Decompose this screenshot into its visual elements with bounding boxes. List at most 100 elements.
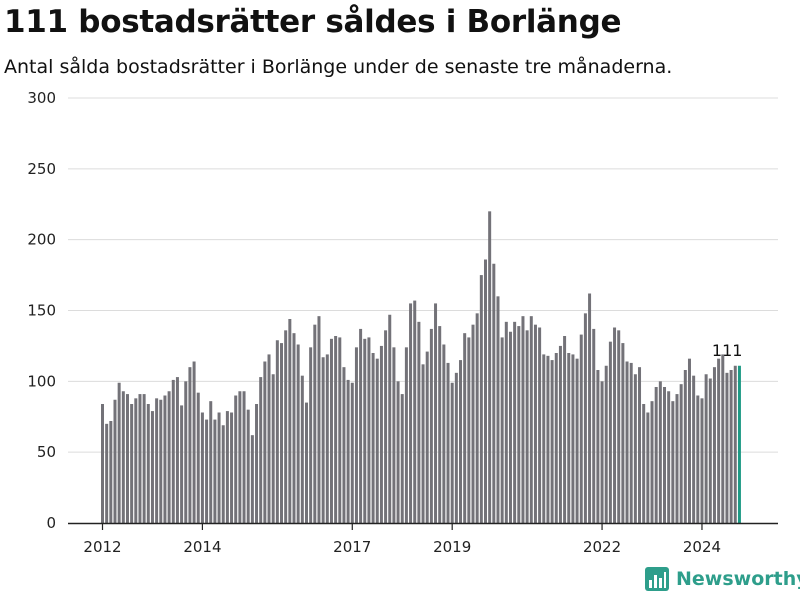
- data-labels: 111: [712, 341, 743, 360]
- bar: [225, 411, 229, 523]
- bar: [588, 293, 592, 523]
- bar: [696, 395, 700, 523]
- bar: [346, 379, 350, 523]
- bar: [442, 344, 446, 523]
- bar: [725, 372, 729, 523]
- bar: [375, 358, 379, 523]
- y-tick-label: 150: [27, 302, 56, 320]
- bar: [413, 300, 417, 523]
- y-tick-label: 100: [27, 372, 56, 390]
- x-tick-label: 2022: [583, 538, 621, 556]
- bar: [146, 404, 150, 523]
- y-tick-label: 0: [46, 514, 56, 532]
- bar: [446, 362, 450, 523]
- bar: [342, 367, 346, 523]
- bar: [471, 324, 475, 523]
- bar: [309, 347, 313, 523]
- bar: [475, 313, 479, 523]
- bar: [567, 353, 571, 523]
- bar: [479, 275, 483, 523]
- bar: [633, 374, 637, 523]
- bar: [296, 344, 300, 523]
- bar: [700, 398, 704, 523]
- bar: [184, 381, 188, 523]
- bar: [317, 316, 321, 523]
- bar: [517, 326, 521, 523]
- bar: [613, 327, 617, 523]
- bar: [596, 370, 600, 523]
- bar: [492, 263, 496, 523]
- bar: [508, 331, 512, 523]
- bar: [650, 401, 654, 523]
- bar: [213, 419, 217, 523]
- bar: [608, 341, 612, 523]
- bar: [546, 355, 550, 523]
- bar: [679, 384, 683, 523]
- bar: [467, 337, 471, 523]
- bar: [292, 333, 296, 523]
- bar: [234, 395, 238, 523]
- bar: [629, 362, 633, 523]
- bar: [421, 364, 425, 523]
- bar: [371, 353, 375, 523]
- bar: [280, 343, 284, 523]
- bar: [667, 391, 671, 523]
- bar: [563, 336, 567, 523]
- y-tick-label: 250: [27, 160, 56, 178]
- bar: [625, 361, 629, 523]
- bar: [125, 394, 129, 523]
- bar: [717, 358, 721, 523]
- bar: [525, 330, 529, 523]
- chart-title: 111 bostadsrätter såldes i Borlänge: [4, 4, 622, 40]
- bar: [671, 401, 675, 523]
- bar: [101, 404, 104, 523]
- bar: [242, 391, 246, 523]
- bar: [105, 423, 109, 523]
- bar: [425, 351, 429, 523]
- bar: [209, 401, 213, 523]
- bar: [138, 394, 142, 523]
- bar: [708, 378, 712, 523]
- bar: [538, 327, 542, 523]
- newsworthy-logo-icon: [645, 567, 669, 591]
- bar: [321, 357, 325, 523]
- bar: [704, 374, 708, 523]
- bar: [171, 379, 175, 523]
- bar: [675, 394, 679, 523]
- bar: [259, 377, 263, 523]
- bar: [404, 347, 408, 523]
- bar: [117, 382, 121, 523]
- bar: [384, 330, 388, 523]
- bar: [113, 399, 117, 523]
- bar: [542, 354, 546, 523]
- bar: [600, 381, 604, 523]
- bar: [350, 382, 354, 523]
- bar: [550, 360, 554, 523]
- bar: [429, 328, 433, 523]
- bar: [246, 409, 250, 523]
- bar: [621, 343, 625, 523]
- bar: [221, 425, 225, 523]
- bar: [300, 375, 304, 523]
- bar: [200, 412, 204, 523]
- bar: [513, 321, 517, 523]
- bar: [575, 358, 579, 523]
- bar: [654, 387, 658, 523]
- bar: [463, 333, 467, 523]
- bar: [263, 361, 267, 523]
- bar: [363, 338, 367, 523]
- bar: [354, 347, 358, 523]
- bar: [334, 336, 338, 523]
- y-axis-ticks: 0 50 100 150 200 250 300: [27, 89, 56, 532]
- bar: [712, 367, 716, 523]
- bar: [267, 354, 271, 523]
- bar: [438, 326, 442, 523]
- bar: [687, 358, 691, 523]
- bar: [134, 398, 138, 523]
- bar: [658, 381, 662, 523]
- bar: [500, 337, 504, 523]
- bar: [733, 365, 737, 523]
- bar: [238, 391, 242, 523]
- bar: [663, 387, 667, 523]
